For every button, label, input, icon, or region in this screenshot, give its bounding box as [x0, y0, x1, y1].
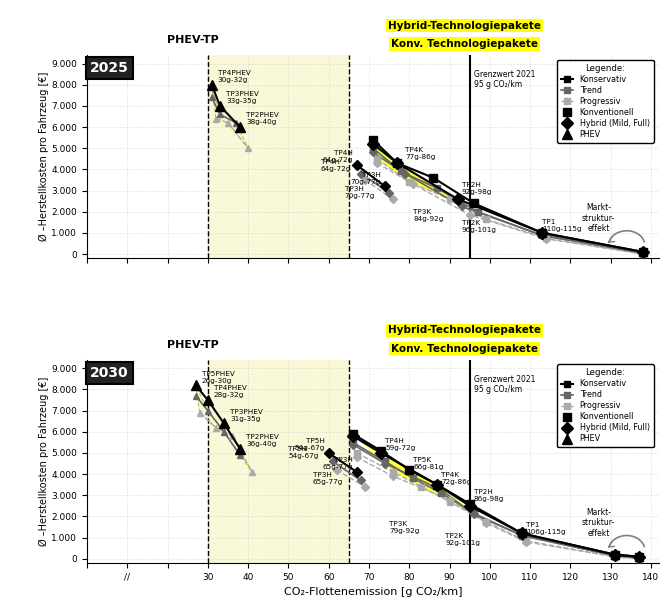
Text: TP4H
64g-72g: TP4H 64g-72g: [320, 159, 351, 171]
Bar: [208, 55, 349, 258]
Text: TP1
106g-115g: TP1 106g-115g: [526, 521, 566, 535]
Text: Markt-
struktur-
effekt: Markt- struktur- effekt: [582, 203, 615, 233]
Text: TP2PHEV
38g-40g: TP2PHEV 38g-40g: [246, 113, 279, 125]
Polygon shape: [353, 434, 486, 522]
Text: Hybrid-Technologiepakete: Hybrid-Technologiepakete: [388, 326, 541, 335]
Text: TP3PHEV
31g-35g: TP3PHEV 31g-35g: [230, 409, 263, 422]
Text: TP3H
65g-77g: TP3H 65g-77g: [312, 472, 343, 485]
Text: TP5H
54g-67g: TP5H 54g-67g: [288, 447, 318, 460]
X-axis label: CO₂-Flottenemission [g CO₂/km]: CO₂-Flottenemission [g CO₂/km]: [284, 588, 462, 597]
Text: PHEV-TP: PHEV-TP: [167, 340, 219, 349]
Text: TP2H
92g-98g: TP2H 92g-98g: [462, 182, 492, 195]
Text: TP3H
70g-77g: TP3H 70g-77g: [345, 186, 375, 199]
Text: TP3PHEV
33g-35g: TP3PHEV 33g-35g: [226, 91, 259, 104]
Text: TP3K
84g-92g: TP3K 84g-92g: [413, 209, 444, 222]
Text: 2025: 2025: [90, 61, 128, 75]
Legend: Konservativ, Trend, Progressiv, Konventionell, Hybrid (Mild, Full), PHEV: Konservativ, Trend, Progressiv, Konventi…: [557, 59, 654, 143]
Text: TP4PHEV
30g-32g: TP4PHEV 30g-32g: [218, 70, 251, 83]
Text: TP2H
86g-98g: TP2H 86g-98g: [474, 489, 504, 502]
Text: TP3H
65g-77g: TP3H 65g-77g: [322, 457, 353, 471]
Text: TP2PHEV
36g-40g: TP2PHEV 36g-40g: [246, 434, 279, 447]
Text: TP2K
96g-101g: TP2K 96g-101g: [462, 220, 496, 233]
Text: TP3K
79g-92g: TP3K 79g-92g: [389, 521, 419, 534]
Text: TP2K
92g-101g: TP2K 92g-101g: [446, 533, 480, 547]
Text: Grenzwert 2021
95 g CO₂/km: Grenzwert 2021 95 g CO₂/km: [474, 70, 535, 89]
Text: TP4K
72g-86g: TP4K 72g-86g: [442, 472, 472, 485]
Text: PHEV-TP: PHEV-TP: [167, 35, 219, 45]
Bar: [208, 360, 349, 563]
Polygon shape: [196, 386, 252, 472]
Text: TP4PHEV
28g-32g: TP4PHEV 28g-32g: [214, 386, 247, 398]
Text: TP4H
64g-72g: TP4H 64g-72g: [322, 151, 353, 163]
Text: TP5H
54g-67g: TP5H 54g-67g: [294, 438, 324, 451]
Text: Konv. Technologiepakete: Konv. Technologiepakete: [391, 39, 538, 49]
Y-axis label: Ø –Herstellkosten pro Fahrzeug [€]: Ø –Herstellkosten pro Fahrzeug [€]: [38, 377, 49, 546]
Text: Hybrid-Technologiepakete: Hybrid-Technologiepakete: [388, 21, 541, 31]
Polygon shape: [373, 140, 486, 219]
Text: Konv. Technologiepakete: Konv. Technologiepakete: [391, 344, 538, 354]
Text: TP1
110g-115g: TP1 110g-115g: [542, 219, 582, 232]
Text: TP4K
77g-86g: TP4K 77g-86g: [405, 147, 436, 160]
Text: TP5PHEV
26g-30g: TP5PHEV 26g-30g: [202, 370, 235, 384]
Polygon shape: [212, 84, 248, 148]
Y-axis label: Ø –Herstellkosten pro Fahrzeug [€]: Ø –Herstellkosten pro Fahrzeug [€]: [38, 72, 49, 241]
Legend: Konservativ, Trend, Progressiv, Konventionell, Hybrid (Mild, Full), PHEV: Konservativ, Trend, Progressiv, Konventi…: [557, 364, 654, 447]
Text: Markt-
struktur-
effekt: Markt- struktur- effekt: [582, 508, 615, 538]
Text: TP3H
70g-77g: TP3H 70g-77g: [351, 171, 381, 185]
Text: 2030: 2030: [90, 366, 128, 380]
Text: Grenzwert 2021
95 g CO₂/km: Grenzwert 2021 95 g CO₂/km: [474, 375, 535, 394]
Text: TP4H
59g-72g: TP4H 59g-72g: [385, 438, 415, 451]
Text: TP5K
66g-81g: TP5K 66g-81g: [413, 457, 444, 470]
